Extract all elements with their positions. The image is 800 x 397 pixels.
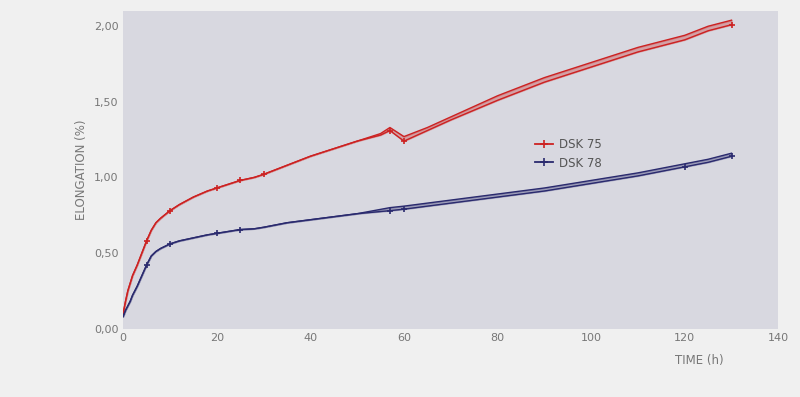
Legend: DSK 75, DSK 78: DSK 75, DSK 78 bbox=[535, 138, 602, 170]
Y-axis label: ELONGATION (%): ELONGATION (%) bbox=[75, 119, 88, 220]
X-axis label: TIME (h): TIME (h) bbox=[675, 354, 724, 367]
